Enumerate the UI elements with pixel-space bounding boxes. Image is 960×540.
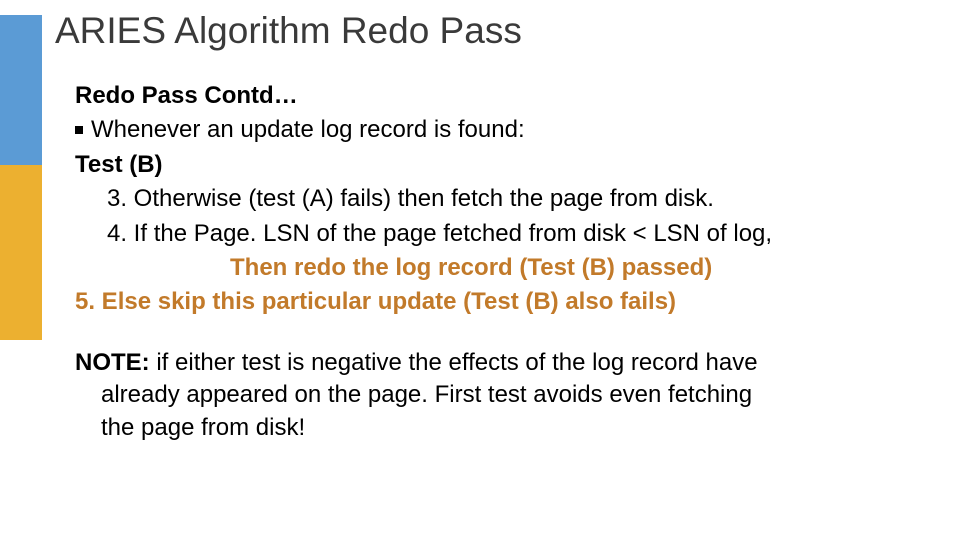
test-b-label: Test (B) [75, 149, 905, 181]
slide-title: ARIES Algorithm Redo Pass [55, 10, 522, 52]
step-5: 5. Else skip this particular update (Tes… [75, 286, 905, 318]
sidebar-gold-block [0, 165, 42, 340]
square-bullet-icon [75, 126, 83, 134]
note-line-3: the page from disk! [75, 412, 905, 444]
sidebar-accent [0, 15, 42, 340]
note-label: NOTE: [75, 349, 150, 376]
bullet-line-1: Whenever an update log record is found: [75, 114, 905, 146]
note-line-2: already appeared on the page. First test… [75, 379, 905, 411]
step-4: 4. If the Page. LSN of the page fetched … [75, 218, 905, 250]
bullet-1-text: Whenever an update log record is found: [91, 114, 525, 146]
slide-body: Redo Pass Contd… Whenever an update log … [75, 80, 905, 444]
step-3: 3. Otherwise (test (A) fails) then fetch… [75, 183, 905, 215]
slide: ARIES Algorithm Redo Pass Redo Pass Cont… [0, 0, 960, 540]
step-4-then: Then redo the log record (Test (B) passe… [75, 252, 905, 284]
note-line-1: NOTE: if either test is negative the eff… [75, 347, 905, 379]
sidebar-blue-block [0, 15, 42, 165]
subtitle: Redo Pass Contd… [75, 80, 905, 112]
note-block: NOTE: if either test is negative the eff… [75, 347, 905, 444]
note-line-1-text: if either test is negative the effects o… [150, 349, 758, 376]
